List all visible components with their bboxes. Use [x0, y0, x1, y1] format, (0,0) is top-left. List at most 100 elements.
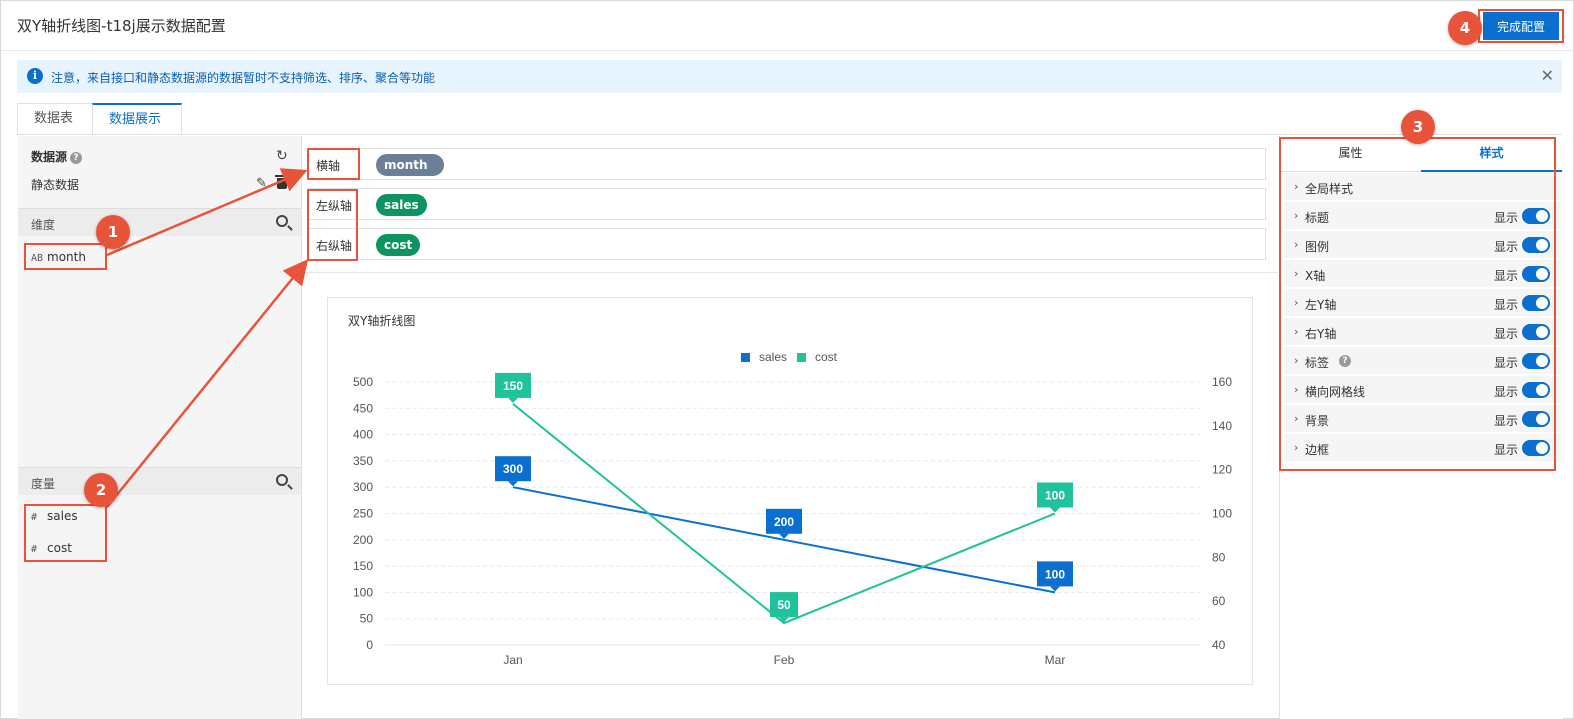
left-y-axis-label: 左纵轴: [316, 199, 353, 213]
number-type-icon: #: [31, 512, 38, 523]
dimension-section-header: 维度: [18, 208, 301, 236]
help-icon[interactable]: ?: [70, 151, 83, 164]
style-row-label: 右Y轴: [1305, 327, 1337, 341]
style-row-3[interactable]: › X轴 显示: [1284, 260, 1561, 288]
data-label-pointer: [508, 481, 518, 487]
chevron-right-icon: ›: [1294, 296, 1299, 309]
style-row-2[interactable]: › 图例 显示: [1284, 231, 1561, 259]
left-y-tick-label: 100: [353, 585, 373, 599]
divider: [303, 272, 1278, 273]
left-y-tick-label: 400: [353, 428, 373, 442]
left-y-tick-label: 150: [353, 559, 373, 573]
chevron-right-icon: ›: [1294, 383, 1299, 396]
style-row-1[interactable]: › 标题 显示: [1284, 202, 1561, 230]
style-row-0[interactable]: › 全局样式: [1284, 173, 1561, 201]
left-y-tick-label: 250: [353, 507, 373, 521]
style-row-5[interactable]: › 右Y轴 显示: [1284, 318, 1561, 346]
visibility-toggle[interactable]: [1522, 208, 1550, 224]
search-icon[interactable]: [276, 215, 288, 227]
series-line-cost: [512, 403, 1056, 625]
measure-field-cost[interactable]: # cost: [31, 541, 72, 555]
data-label-box: [1037, 561, 1073, 587]
visibility-toggle[interactable]: [1522, 353, 1550, 369]
refresh-icon[interactable]: ↻: [276, 148, 288, 164]
help-icon[interactable]: ?: [1339, 355, 1351, 367]
x-tick-label: Feb: [774, 653, 795, 667]
search-icon[interactable]: [276, 474, 288, 486]
style-row-label: 全局样式: [1305, 182, 1354, 196]
style-row-8[interactable]: › 背景 显示: [1284, 405, 1561, 433]
right-y-tick-label: 40: [1212, 638, 1226, 652]
x-tick-label: Mar: [1045, 653, 1066, 667]
left-y-tick-label: 350: [353, 454, 373, 468]
style-row-label: 背景: [1305, 414, 1330, 428]
right-y-tick-label: 140: [1212, 419, 1232, 433]
measure-section-header: 度量: [18, 467, 301, 495]
dimension-field-month[interactable]: AB month: [31, 250, 86, 264]
right-y-axis-field-pill[interactable]: cost: [376, 234, 421, 256]
left-y-tick-label: 200: [353, 533, 373, 547]
legend-swatch: [797, 353, 806, 362]
annotation-badge-2: 2: [84, 473, 118, 507]
dual-axis-line-chart: 0 50 100 150 200 250 300 350 400 450 500 40 60 80 100 1…: [353, 350, 1232, 667]
data-label-pointer: [1050, 507, 1060, 513]
left-y-axis-dropzone[interactable]: 左纵轴 sales: [308, 188, 1266, 220]
visibility-toggle[interactable]: [1522, 382, 1550, 398]
finish-config-button[interactable]: 完成配置: [1483, 12, 1559, 40]
notice-banner: i 注意，来自接口和静态数据源的数据暂时不支持筛选、排序、聚合等功能 ✕: [17, 60, 1562, 93]
style-row-4[interactable]: › 左Y轴 显示: [1284, 289, 1561, 317]
visibility-toggle[interactable]: [1522, 266, 1550, 282]
measure-field-sales[interactable]: # sales: [31, 509, 78, 523]
visibility-toggle[interactable]: [1522, 440, 1550, 456]
show-text: 显示: [1494, 385, 1519, 399]
info-icon: i: [27, 68, 43, 84]
style-panel: 属性 样式 › 全局样式 › 标题 显示 › 图例 显示 › X轴 显示 › 左Y轴 显示 › 右Y轴 显示 › 标…: [1279, 136, 1563, 719]
right-y-tick-label: 160: [1212, 375, 1232, 389]
style-row-7[interactable]: › 横向网格线 显示: [1284, 376, 1561, 404]
data-label: 300: [503, 462, 523, 476]
visibility-toggle[interactable]: [1522, 295, 1550, 311]
highlight-box-y-axes: [307, 189, 358, 261]
data-label-box: [766, 508, 802, 534]
close-icon[interactable]: ✕: [1540, 66, 1554, 85]
show-text: 显示: [1494, 414, 1519, 428]
tab-data-display[interactable]: 数据展示: [92, 103, 182, 135]
visibility-toggle[interactable]: [1522, 324, 1550, 340]
visibility-toggle[interactable]: [1522, 411, 1550, 427]
data-label: 150: [503, 379, 523, 393]
tab-style[interactable]: 样式: [1421, 136, 1562, 172]
style-row-9[interactable]: › 边框 显示: [1284, 434, 1561, 462]
style-row-label: 横向网格线: [1305, 385, 1366, 399]
legend-label: cost: [815, 350, 838, 364]
chart-card: 双Y轴折线图 0 50 100 150 200 250 300 350 400 450 500 40 6…: [327, 297, 1253, 685]
left-y-tick-label: 500: [353, 375, 373, 389]
x-axis-field-pill[interactable]: month: [376, 154, 444, 176]
data-label-box: [495, 372, 531, 398]
data-label-box: [770, 592, 798, 618]
dimension-label: 维度: [31, 218, 56, 232]
annotation-badge-4: 4: [1448, 11, 1482, 45]
tab-properties[interactable]: 属性: [1338, 146, 1363, 160]
style-row-label: 左Y轴: [1305, 298, 1337, 312]
x-axis-label: 横轴: [316, 159, 341, 173]
number-type-icon: #: [31, 544, 38, 555]
edit-icon[interactable]: ✎: [256, 176, 267, 191]
data-label: 50: [777, 598, 791, 612]
text-type-icon: AB: [31, 253, 44, 264]
right-y-axis-dropzone[interactable]: 右纵轴 cost: [308, 228, 1266, 260]
style-row-label: 边框: [1305, 443, 1330, 457]
x-axis-dropzone[interactable]: 横轴 month: [308, 148, 1266, 180]
show-text: 显示: [1494, 269, 1519, 283]
notice-text: 注意，来自接口和静态数据源的数据暂时不支持筛选、排序、聚合等功能: [51, 71, 436, 85]
header: 双Y轴折线图-t18j展示数据配置 完成配置: [1, 1, 1573, 51]
style-row-6[interactable]: › 标签? 显示: [1284, 347, 1561, 375]
visibility-toggle[interactable]: [1522, 237, 1550, 253]
data-label-pointer: [508, 397, 518, 403]
datasource-name: 静态数据: [31, 178, 80, 192]
data-label-pointer: [1050, 586, 1060, 592]
datasource-title: 数据源?: [31, 148, 83, 165]
left-y-axis-field-pill[interactable]: sales: [376, 194, 427, 216]
left-y-tick-label: 450: [353, 401, 373, 415]
show-text: 显示: [1494, 298, 1519, 312]
